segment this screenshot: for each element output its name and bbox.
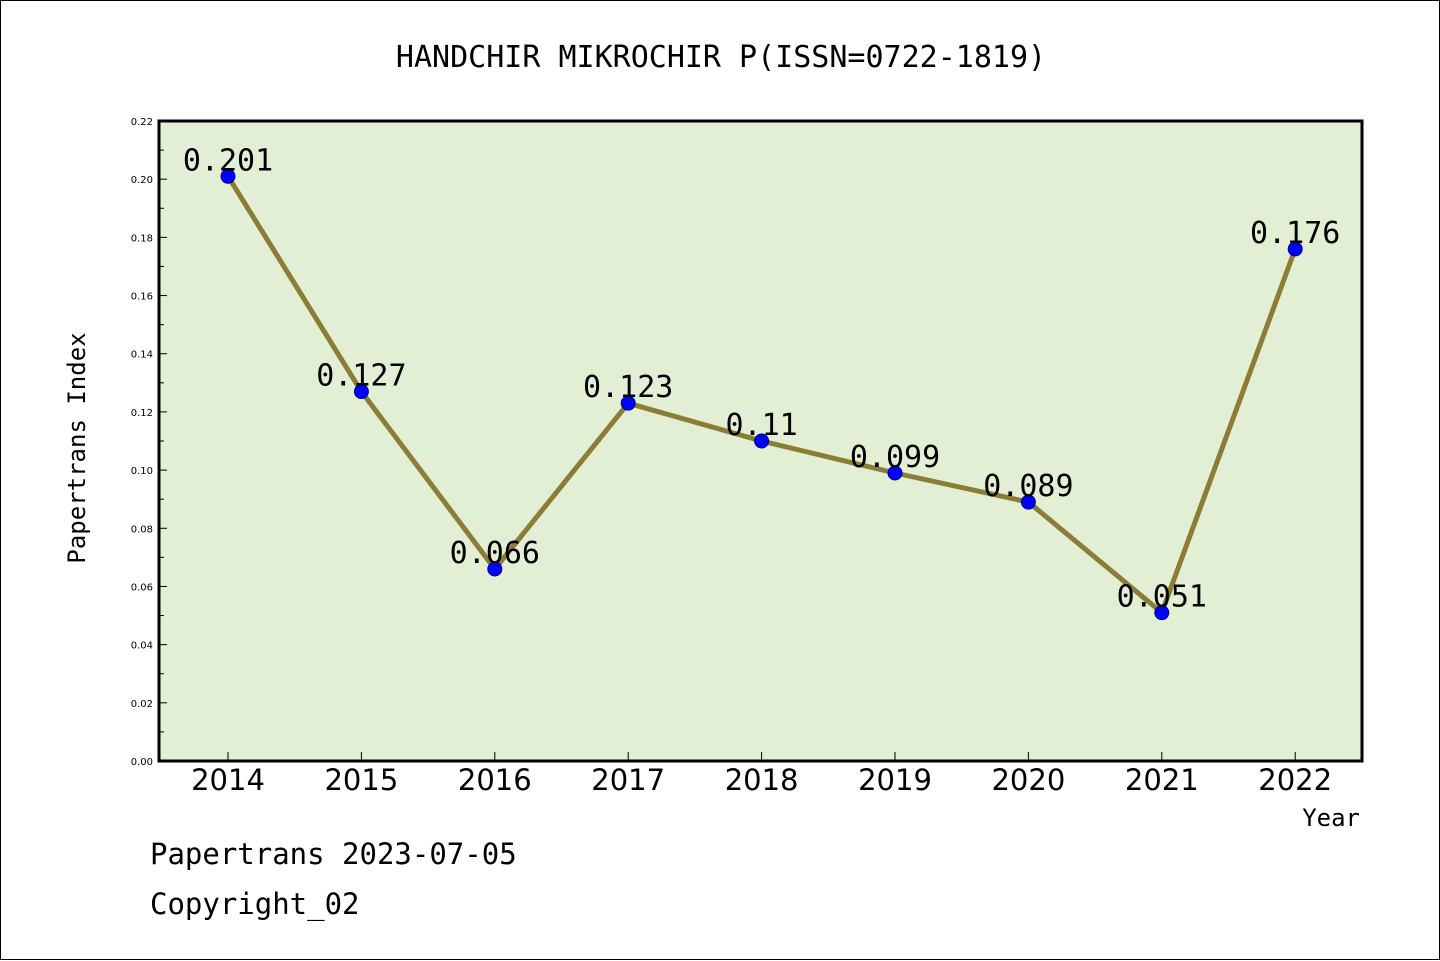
y-axis-label: Papertrans Index <box>63 332 91 563</box>
chart-title: HANDCHIR MIKROCHIR P(ISSN=0722-1819) <box>396 40 1046 75</box>
y-tick-label: 0.08 <box>131 524 153 535</box>
data-label: 0.123 <box>583 370 673 405</box>
y-tick-label: 0.12 <box>131 408 153 419</box>
footer-copyright: Copyright_02 <box>150 887 360 921</box>
x-tick-label: 2015 <box>324 763 398 797</box>
y-tick-label: 0.20 <box>131 175 153 186</box>
y-tick-label: 0.04 <box>131 641 153 652</box>
data-point <box>754 433 770 449</box>
y-tick-label: 0.18 <box>131 233 153 244</box>
x-tick-label: 2017 <box>591 763 665 797</box>
data-markers <box>220 168 1303 621</box>
y-tick-label: 0.00 <box>131 757 153 768</box>
y-tick-label: 0.22 <box>131 117 153 128</box>
data-point <box>1020 494 1036 510</box>
data-label: 0.176 <box>1250 216 1340 251</box>
data-label: 0.066 <box>450 536 540 571</box>
footer-date: Papertrans 2023-07-05 <box>150 837 517 871</box>
x-axis-ticks: 2014 2015 2016 2017 2018 2019 2020 2021 2022 <box>191 752 1332 797</box>
data-label: 0.127 <box>316 359 406 394</box>
data-point <box>1154 605 1170 621</box>
data-label: 0.051 <box>1117 580 1207 615</box>
data-label: 0.201 <box>183 143 273 178</box>
data-label: 0.089 <box>983 469 1073 504</box>
x-tick-label: 2016 <box>458 763 532 797</box>
y-tick-label: 0.16 <box>131 292 153 303</box>
x-tick-label: 2018 <box>725 763 799 797</box>
data-label: 0.11 <box>725 408 797 443</box>
x-tick-label: 2022 <box>1258 763 1332 797</box>
data-point <box>220 168 236 184</box>
data-point <box>1287 241 1303 257</box>
x-tick-label: 2019 <box>858 763 932 797</box>
y-tick-label: 0.10 <box>131 466 153 477</box>
x-axis-label: Year <box>1302 804 1360 832</box>
y-tick-label: 0.14 <box>131 350 153 361</box>
data-point <box>887 465 903 481</box>
x-tick-label: 2014 <box>191 763 265 797</box>
y-axis-ticks: 0.00 0.02 0.04 0.06 0.08 0.10 0.12 0.14 0.16 0.18… <box>131 117 167 768</box>
data-point <box>353 384 369 400</box>
y-tick-label: 0.02 <box>131 699 153 710</box>
data-point <box>620 395 636 411</box>
data-point <box>487 561 503 577</box>
data-labels: 0.201 0.127 0.066 0.123 0.11 0.099 0.089 0.051 0… <box>183 143 1341 614</box>
y-tick-label: 0.06 <box>131 582 153 593</box>
x-tick-label: 2020 <box>991 763 1065 797</box>
data-label: 0.099 <box>850 440 940 475</box>
x-tick-label: 2021 <box>1125 763 1199 797</box>
